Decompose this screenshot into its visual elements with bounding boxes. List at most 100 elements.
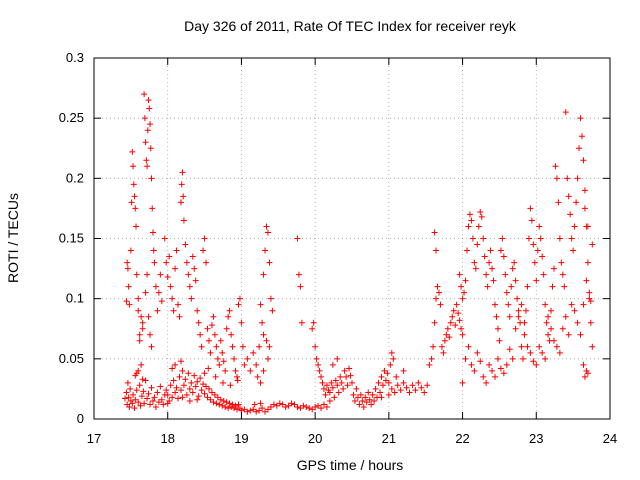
data-point [455, 310, 462, 317]
data-point [210, 399, 217, 406]
data-point [315, 361, 322, 368]
data-point [144, 127, 151, 134]
data-point [393, 373, 400, 380]
data-point [219, 349, 226, 356]
data-point [335, 389, 342, 396]
data-point [300, 402, 307, 409]
data-point [124, 265, 131, 272]
data-point [494, 325, 501, 332]
data-point [195, 393, 202, 400]
data-point [167, 283, 174, 290]
data-point [357, 391, 364, 398]
data-point [462, 355, 469, 362]
chart-title: Day 326 of 2011, Rate Of TEC Index for r… [184, 18, 517, 34]
data-point [349, 379, 355, 386]
data-point [313, 355, 320, 362]
data-point [508, 283, 515, 290]
data-point [147, 145, 154, 152]
data-point [139, 319, 146, 326]
data-point [576, 145, 583, 152]
data-point [450, 307, 457, 314]
data-point [135, 399, 142, 406]
data-point [161, 235, 168, 242]
data-point [152, 283, 159, 290]
data-point [312, 403, 319, 410]
data-point [129, 400, 136, 407]
data-point [583, 277, 590, 284]
data-point [511, 259, 518, 266]
data-point [489, 367, 496, 374]
data-point [424, 382, 431, 389]
data-point [550, 337, 557, 344]
data-point [589, 343, 596, 350]
data-point [208, 322, 215, 329]
data-point [294, 403, 301, 410]
data-point [437, 301, 444, 308]
data-point [201, 235, 208, 242]
data-point [135, 307, 142, 314]
data-point [146, 105, 153, 112]
data-point [320, 385, 327, 392]
data-point [418, 384, 425, 391]
data-point [500, 253, 507, 260]
data-point [257, 379, 264, 386]
data-point [580, 361, 587, 368]
data-point [388, 385, 395, 392]
data-point [166, 397, 173, 404]
data-point [141, 91, 148, 98]
data-point [210, 313, 217, 320]
data-point [172, 265, 179, 272]
x-tick-label: 23 [529, 431, 543, 446]
data-point [537, 235, 544, 242]
data-point [142, 377, 149, 384]
data-point [175, 395, 182, 402]
data-point [421, 389, 428, 396]
data-point [334, 355, 341, 362]
data-point [472, 265, 479, 272]
data-point [340, 385, 347, 392]
data-point [440, 349, 447, 356]
grid-lines [94, 58, 610, 419]
data-point [493, 313, 500, 320]
data-point [564, 175, 571, 182]
data-point [136, 337, 143, 344]
data-point [492, 373, 499, 380]
data-point [260, 271, 267, 278]
data-point [133, 387, 140, 394]
data-point [188, 295, 195, 302]
data-point [323, 382, 330, 389]
data-point [480, 373, 487, 380]
data-point [260, 367, 267, 374]
data-point [332, 377, 339, 384]
data-point [527, 349, 534, 356]
data-point [143, 157, 150, 164]
data-point [518, 301, 525, 308]
data-point [503, 361, 510, 368]
data-point [331, 394, 338, 401]
data-point [378, 394, 385, 401]
data-point [518, 343, 525, 350]
data-point [483, 379, 490, 386]
data-point [192, 277, 199, 284]
data-point [477, 209, 484, 216]
data-point [263, 337, 270, 344]
data-point [494, 355, 501, 362]
data-point [231, 355, 238, 362]
data-point [368, 401, 375, 408]
data-point [512, 325, 519, 332]
data-point [197, 375, 204, 382]
data-point [562, 313, 569, 320]
data-point [322, 391, 329, 398]
data-point [154, 307, 161, 314]
data-point [126, 301, 133, 308]
data-point [521, 331, 528, 338]
data-point [232, 402, 239, 409]
data-point [163, 387, 170, 394]
data-point [553, 175, 560, 182]
data-point [178, 181, 185, 188]
data-point [506, 313, 513, 320]
data-point [260, 331, 267, 338]
data-point [198, 343, 205, 350]
data-point [499, 235, 506, 242]
data-point [132, 205, 139, 212]
